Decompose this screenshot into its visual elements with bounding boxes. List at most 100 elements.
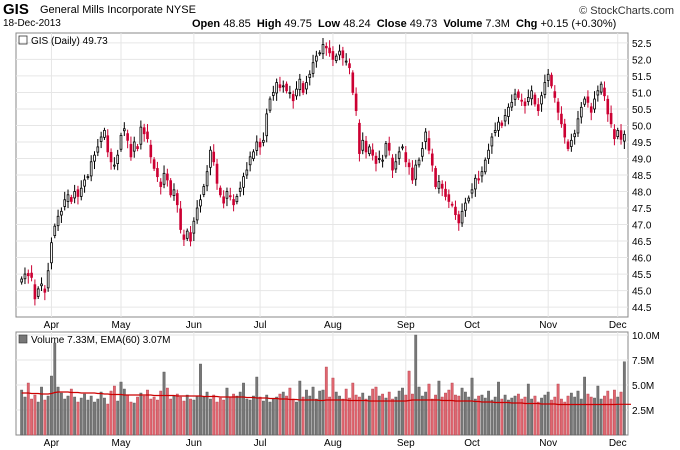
volume-bar xyxy=(556,383,560,436)
candle-body xyxy=(500,122,504,126)
volume-bar xyxy=(321,389,325,436)
candle xyxy=(225,187,229,207)
candle xyxy=(60,207,63,223)
candle-body xyxy=(113,164,116,167)
volume-bar xyxy=(156,399,159,436)
volume-x-tick-label: Jul xyxy=(254,438,267,449)
candle-body xyxy=(480,171,484,177)
volume-bar xyxy=(33,394,37,436)
price-x-tick-label: Jul xyxy=(254,320,267,331)
candle xyxy=(556,98,560,121)
volume-bar xyxy=(543,394,547,436)
candle xyxy=(334,53,338,64)
volume-bar xyxy=(218,397,222,436)
candle xyxy=(523,97,527,114)
candle-body xyxy=(76,189,80,197)
volume-bar xyxy=(493,396,497,436)
close-value: 49.73 xyxy=(409,18,438,30)
volume-tick-label: 5.0M xyxy=(632,381,654,392)
candle-body xyxy=(123,128,126,132)
candle xyxy=(483,157,487,175)
candle xyxy=(172,183,176,201)
candle xyxy=(129,136,133,161)
candle xyxy=(321,37,325,60)
volume-bar xyxy=(606,390,610,436)
volume-bar xyxy=(477,395,481,436)
volume-bar xyxy=(467,396,471,436)
candle xyxy=(189,226,192,247)
candle-body xyxy=(334,55,338,61)
volume-bar xyxy=(73,396,77,436)
candle-body xyxy=(348,63,351,69)
candle-body xyxy=(119,134,123,150)
candle xyxy=(414,159,418,186)
volume-bar xyxy=(271,398,275,436)
candle xyxy=(576,110,580,137)
candle xyxy=(328,40,331,57)
volume-bar xyxy=(391,398,394,436)
volume-bar xyxy=(20,389,24,436)
candle-body xyxy=(609,113,613,125)
price-x-tick-label: Aug xyxy=(324,320,342,331)
volume-bar xyxy=(60,392,63,436)
candle-body xyxy=(311,62,315,74)
volume-bar xyxy=(613,389,616,436)
volume-bar xyxy=(288,387,292,436)
candle-body xyxy=(603,87,606,97)
volume-bar xyxy=(40,386,43,436)
candle-body xyxy=(497,121,500,131)
volume-bar xyxy=(301,396,305,436)
candle xyxy=(563,118,567,144)
candle xyxy=(139,120,143,150)
candle xyxy=(272,85,275,101)
candle xyxy=(361,132,365,155)
candle-body xyxy=(553,91,557,98)
volume-bar xyxy=(56,386,60,436)
volume-bar xyxy=(417,386,421,436)
volume-bar xyxy=(129,401,133,436)
volume-bar xyxy=(202,396,206,436)
volume-bar xyxy=(311,386,315,436)
candle-body xyxy=(533,94,537,105)
volume-bar xyxy=(434,394,437,436)
candle-body xyxy=(96,146,100,153)
volume-bar xyxy=(411,393,414,436)
candle xyxy=(126,129,129,149)
candle-body xyxy=(26,273,30,277)
price-x-tick-label: Apr xyxy=(44,320,60,331)
candle-body xyxy=(434,168,437,187)
volume-bar xyxy=(122,388,126,436)
candle-body xyxy=(212,151,216,163)
candle-body xyxy=(325,45,328,49)
candle xyxy=(53,223,57,239)
candle xyxy=(258,138,262,155)
candle xyxy=(493,122,497,137)
candle-body xyxy=(427,138,431,151)
candle xyxy=(351,70,355,96)
candle xyxy=(613,124,616,146)
volume-bar xyxy=(112,385,116,436)
volume-bar xyxy=(510,397,514,436)
candle-body xyxy=(354,93,358,112)
candle-body xyxy=(182,234,186,240)
candle-body xyxy=(586,96,590,103)
volume-bar xyxy=(394,396,398,436)
volume-x-tick-label: Dec xyxy=(609,438,627,449)
volume-bar xyxy=(195,395,199,436)
candle-body xyxy=(189,232,192,242)
candle xyxy=(106,129,110,158)
exchange-label: NYSE xyxy=(165,4,196,16)
candle-body xyxy=(66,194,70,202)
candle xyxy=(109,148,113,170)
volume-bar xyxy=(361,392,365,436)
candle xyxy=(275,78,278,101)
volume-bar xyxy=(563,401,567,436)
candle-body xyxy=(467,197,471,202)
volume-bar xyxy=(404,394,408,436)
candle xyxy=(281,80,285,93)
candle-body xyxy=(483,159,487,173)
stockcharts-watermark[interactable]: © StockCharts.com xyxy=(579,5,674,17)
candle xyxy=(288,85,292,99)
candle xyxy=(364,135,368,159)
volume-bar xyxy=(364,398,368,436)
